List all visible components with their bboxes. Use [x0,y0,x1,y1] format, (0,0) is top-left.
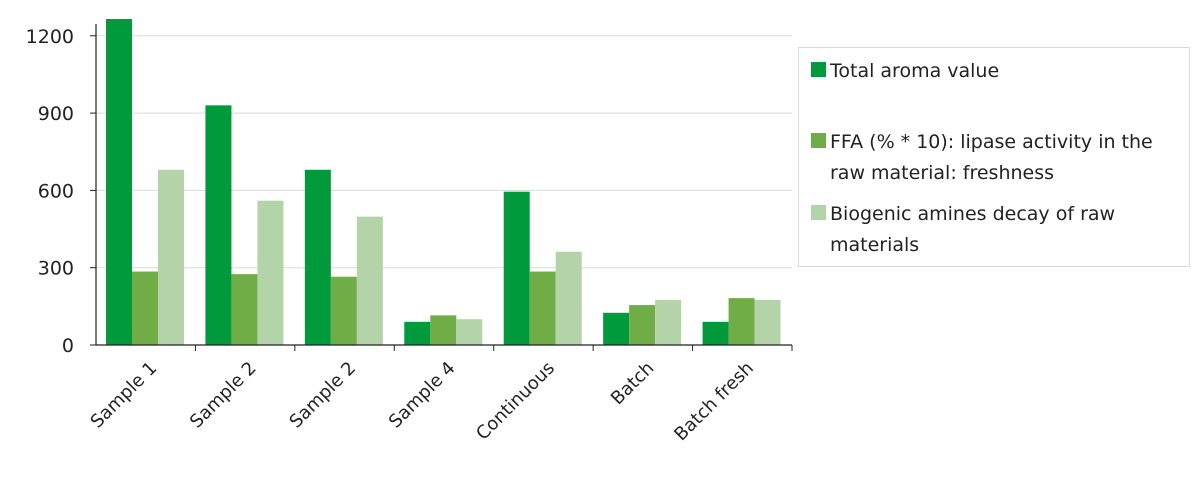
x-axis-categories: Sample 1 Sample 2 Sample 2 Sample 4 Continuo… [87,358,758,445]
bar [404,321,431,345]
y-tick-label: 0 [62,335,74,357]
legend: Total aroma value FFA (% * 10): lipase a… [798,47,1190,267]
x-category-label: Batch fresh [670,358,757,445]
x-category-label: Sample 1 [87,358,162,433]
x-category-label: Sample 4 [385,358,460,433]
legend-label: Biogenic amines decay of raw materials [830,203,1116,256]
legend-item-biogenic-amines: Biogenic amines decay of raw materials [811,199,1183,261]
bar [555,251,582,345]
bar [754,299,781,345]
bar [257,200,284,345]
x-category-label: Batch [607,358,658,409]
bar [330,276,357,345]
y-tick-label: 600 [38,180,74,202]
legend-label: Total aroma value [830,60,1000,82]
x-category-label: Sample 2 [186,358,261,433]
bar [356,216,383,345]
legend-item-ffa: FFA (% * 10): lipase activity in the raw… [811,127,1183,189]
bar [655,299,682,345]
gridlines [96,35,792,269]
y-tick-label: 1200 [26,26,74,48]
x-category-label: Sample 2 [285,358,360,433]
bar [702,321,729,345]
y-tick-label: 900 [38,103,74,125]
bar [529,271,556,345]
bar [106,19,132,346]
bar [728,298,755,345]
bar [304,169,331,345]
legend-swatch [811,205,826,220]
bar [205,105,232,345]
bar [503,191,530,345]
bar [603,312,630,345]
y-axis-ticks: 0 300 600 900 1200 [26,26,96,357]
y-tick-label: 300 [38,258,74,280]
x-category-label: Continuous [472,358,559,445]
legend-label: FFA (% * 10): lipase activity in the raw… [830,131,1153,184]
axes [95,24,793,351]
bar [430,315,457,345]
legend-swatch [811,62,826,77]
bar [158,169,184,345]
bar [629,305,656,345]
legend-swatch [811,133,826,148]
bars [106,19,781,346]
bar [456,319,483,345]
bar [132,271,158,345]
bar [231,274,258,345]
legend-item-total-aroma: Total aroma value [811,56,1183,87]
